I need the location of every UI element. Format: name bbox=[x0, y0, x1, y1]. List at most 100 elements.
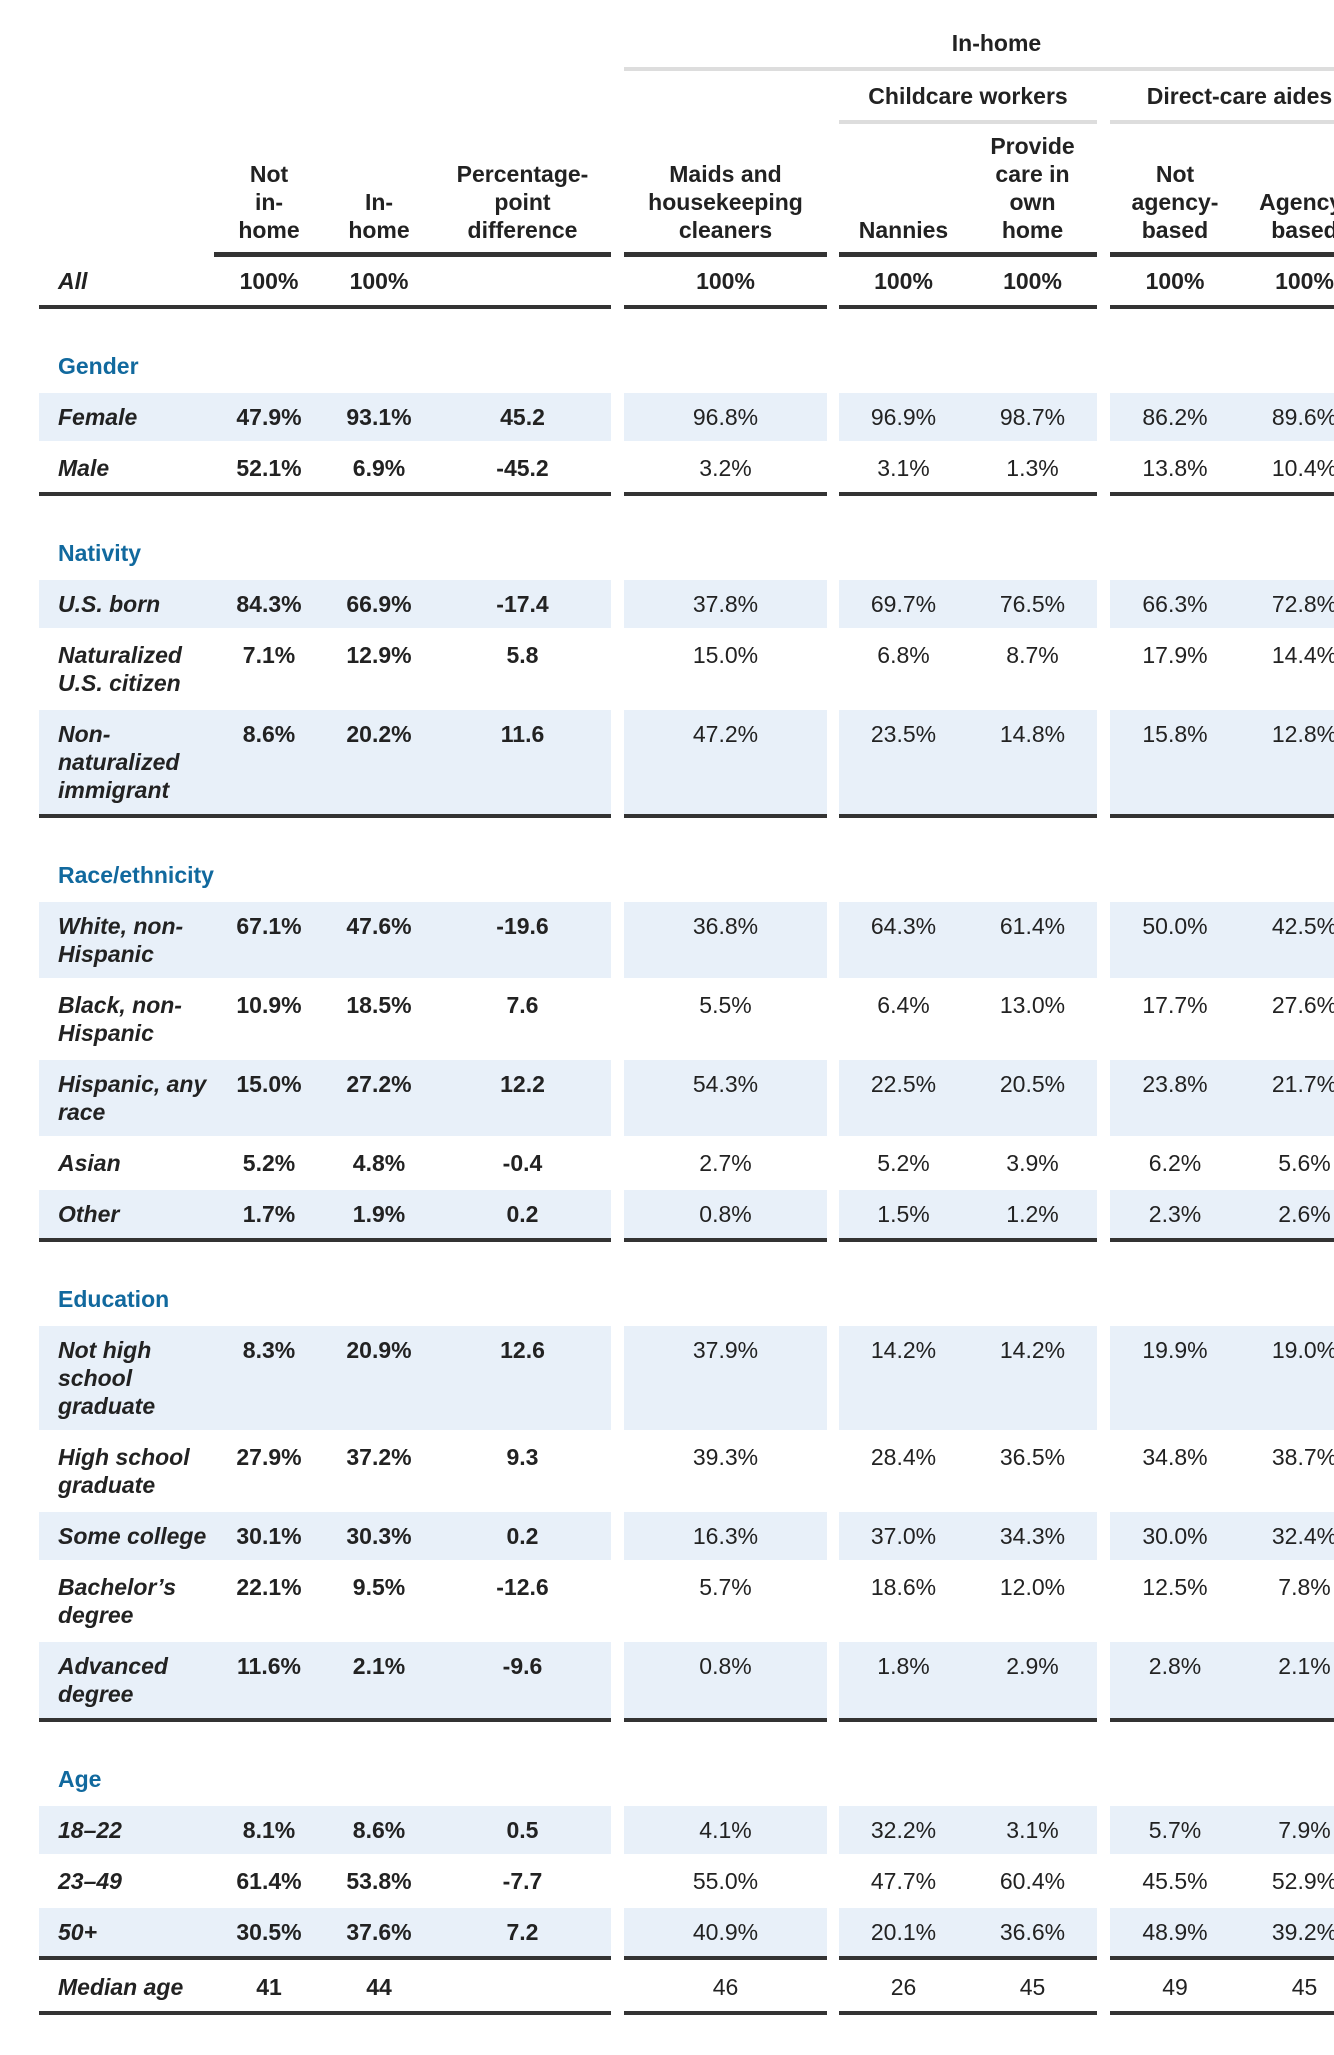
cell-value: 13.0% bbox=[999, 992, 1066, 1018]
table-row: All 100% 100% 100% 100% 100% 100% 100% bbox=[39, 257, 1334, 309]
header-columns-row: Not in-home In-home Percentage-point diffe… bbox=[39, 124, 1334, 257]
section-title: Gender bbox=[58, 353, 139, 379]
cell-value: -19.6 bbox=[434, 902, 611, 978]
table-row: Median age 41 44 46 26 45 49 45 bbox=[39, 1963, 1334, 2015]
column-header: Not agency-based bbox=[1110, 124, 1240, 257]
cell-value: 27.9% bbox=[236, 1444, 302, 1470]
table-row: Some college 30.1% 30.3% 0.2 16.3% 37.0% 34.3%… bbox=[39, 1512, 1334, 1560]
table-row: Not high school graduate 8.3% 20.9% 12.6 37.… bbox=[39, 1326, 1334, 1430]
cell-value: 34.8% bbox=[1142, 1444, 1208, 1470]
cell-value: 76.5% bbox=[968, 580, 1097, 628]
section-title: Race/ethnicity bbox=[58, 862, 214, 888]
cell-value: 1.5% bbox=[839, 1190, 968, 1242]
cell-value: 66.9% bbox=[324, 580, 434, 628]
cell-value: 36.5% bbox=[999, 1444, 1066, 1470]
cell-value: 2.7% bbox=[699, 1150, 752, 1176]
cell-value: 3.2% bbox=[624, 444, 827, 496]
cell-value: 7.1% bbox=[242, 642, 296, 668]
cell-value: 2.1% bbox=[324, 1642, 434, 1722]
cell-value: 3.1% bbox=[839, 444, 968, 496]
row-label: Median age bbox=[39, 1963, 214, 2015]
cell-value: 34.3% bbox=[968, 1512, 1097, 1560]
cell-value: 0.8% bbox=[624, 1642, 827, 1722]
section-row: Age bbox=[39, 1722, 1334, 1803]
cell-value: 42.5% bbox=[1240, 902, 1334, 978]
cell-value: 69.7% bbox=[839, 580, 968, 628]
column-header: Not in-home bbox=[214, 124, 324, 257]
cell-value: -9.6 bbox=[434, 1642, 611, 1722]
cell-value: 6.8% bbox=[877, 642, 930, 668]
row-label: Not high school graduate bbox=[39, 1326, 214, 1430]
cell-value: 30.1% bbox=[214, 1512, 324, 1560]
cell-value: 7.6 bbox=[506, 992, 539, 1018]
row-label: Bachelor’s degree bbox=[58, 1574, 177, 1628]
cell-value: 5.7% bbox=[699, 1574, 752, 1600]
cell-value: 1.3% bbox=[968, 444, 1097, 496]
cell-value: 45.2 bbox=[434, 393, 611, 441]
cell-value: 14.2% bbox=[839, 1326, 968, 1430]
cell-value bbox=[434, 1963, 611, 2015]
row-label: 23–49 bbox=[58, 1868, 122, 1894]
cell-value: 3.9% bbox=[1006, 1150, 1059, 1176]
cell-value: 98.7% bbox=[968, 393, 1097, 441]
section-title: Education bbox=[58, 1286, 170, 1312]
cell-value: 36.6% bbox=[968, 1908, 1097, 1960]
table-row: Asian 5.2% 4.8% -0.4 2.7% 5.2% 3.9% 6.2% 5.6% bbox=[39, 1139, 1334, 1187]
section-row: Race/ethnicity bbox=[39, 818, 1334, 899]
table-row: Female 47.9% 93.1% 45.2 96.8% 96.9% 98.7% 86.2%… bbox=[39, 393, 1334, 441]
column-header-text: Nannies bbox=[858, 217, 949, 243]
table-row: Male 52.1% 6.9% -45.2 3.2% 3.1% 1.3% 13.8% 10.4% bbox=[39, 444, 1334, 496]
column-header: Percentage-point difference bbox=[434, 124, 611, 257]
cell-value: 15.0% bbox=[692, 642, 759, 668]
column-header-text: Not in-home bbox=[238, 161, 300, 243]
cell-value: 18.5% bbox=[346, 992, 412, 1018]
row-label: Naturalized U.S. citizen bbox=[58, 642, 182, 696]
cell-value: 61.4% bbox=[968, 902, 1097, 978]
column-header-text: In-home bbox=[348, 189, 410, 243]
cell-value: 0.2 bbox=[434, 1512, 611, 1560]
cell-value: 45.5% bbox=[1142, 1868, 1208, 1894]
cell-value: 22.1% bbox=[236, 1574, 302, 1600]
cell-value: 15.8% bbox=[1110, 710, 1240, 818]
cell-value: 37.9% bbox=[624, 1326, 827, 1430]
cell-value: 7.8% bbox=[1278, 1574, 1331, 1600]
row-label: Advanced degree bbox=[39, 1642, 214, 1722]
cell-value: 44 bbox=[324, 1963, 434, 2015]
cell-value: 23.8% bbox=[1110, 1060, 1240, 1136]
column-header-text: Not agency-based bbox=[1131, 161, 1219, 243]
cell-value: 20.5% bbox=[968, 1060, 1097, 1136]
cell-value: 84.3% bbox=[214, 580, 324, 628]
cell-value: 2.1% bbox=[1240, 1642, 1334, 1722]
cell-value: -0.4 bbox=[502, 1150, 543, 1176]
cell-value: 2.3% bbox=[1110, 1190, 1240, 1242]
row-label: All bbox=[39, 257, 214, 309]
cell-value bbox=[434, 257, 611, 309]
cell-value: 14.8% bbox=[968, 710, 1097, 818]
cell-value: 8.6% bbox=[324, 1806, 434, 1854]
cell-value: 8.6% bbox=[214, 710, 324, 818]
cell-value: 6.4% bbox=[877, 992, 930, 1018]
cell-value: 14.4% bbox=[1271, 642, 1334, 668]
cell-value: 12.0% bbox=[999, 1574, 1066, 1600]
cell-value: 64.3% bbox=[839, 902, 968, 978]
cell-value: 54.3% bbox=[624, 1060, 827, 1136]
cell-value: 100% bbox=[1240, 257, 1334, 309]
row-label: Female bbox=[39, 393, 214, 441]
column-header-text: Agency-based bbox=[1259, 189, 1334, 243]
column-header: Provide care in own home bbox=[968, 124, 1097, 257]
table-row: White, non-Hispanic 67.1% 47.6% -19.6 36.8% 6… bbox=[39, 902, 1334, 978]
subgroup-header: Direct-care aides bbox=[1110, 71, 1334, 124]
table-row: 50+ 30.5% 37.6% 7.2 40.9% 20.1% 36.6% 48.9% 39.2… bbox=[39, 1908, 1334, 1960]
cell-value: 67.1% bbox=[214, 902, 324, 978]
cell-value: 55.0% bbox=[692, 1868, 759, 1894]
cell-value: 12.5% bbox=[1142, 1574, 1208, 1600]
cell-value: 8.1% bbox=[214, 1806, 324, 1854]
cell-value: 1.8% bbox=[839, 1642, 968, 1722]
cell-value: 50.0% bbox=[1110, 902, 1240, 978]
subgroup-header: Childcare workers bbox=[839, 71, 1097, 124]
cell-value: 5.2% bbox=[242, 1150, 296, 1176]
section-title: Age bbox=[58, 1766, 102, 1792]
cell-value: 5.7% bbox=[1110, 1806, 1240, 1854]
column-header: Nannies bbox=[839, 124, 968, 257]
row-label: 50+ bbox=[39, 1908, 214, 1960]
